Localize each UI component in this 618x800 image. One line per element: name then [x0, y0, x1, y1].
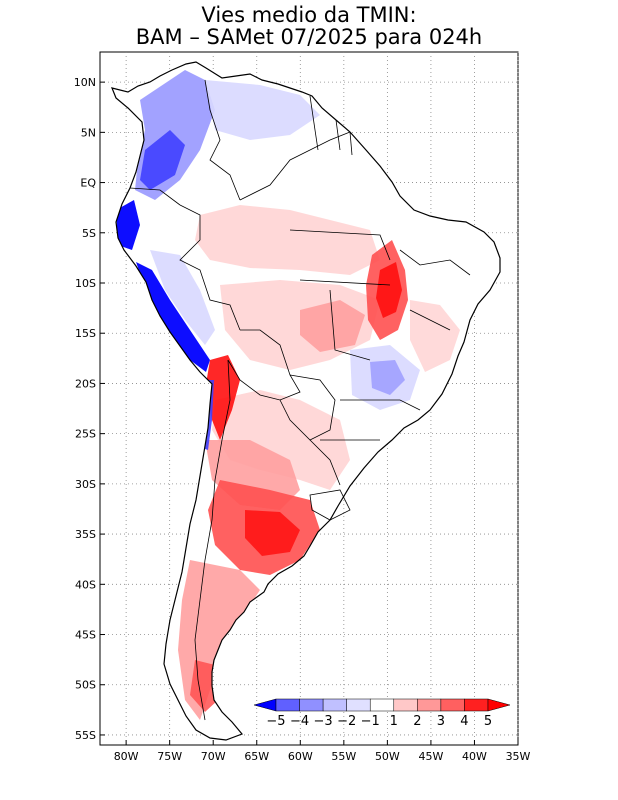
colorbar-over-arrow: [487, 698, 511, 712]
border-colombia-ecuador: [129, 187, 181, 206]
border-argentina-chile: [194, 359, 231, 721]
colorbar-box: [393, 698, 418, 712]
lat-tick-label: 35S: [75, 528, 96, 541]
warm-region-patagonia-strong: [190, 660, 218, 712]
lat-tick-label: 45S: [75, 629, 96, 642]
lon-tick-label: 60W: [288, 750, 313, 763]
map-title: Vies medio da TMIN:: [201, 3, 417, 27]
lon-tick-label: 75W: [157, 750, 182, 763]
lat-tick-label: 55S: [75, 729, 96, 742]
cool-region-ecuador-coast: [116, 200, 140, 250]
lon-tick-label: 40W: [462, 750, 487, 763]
colorbar-box: [440, 698, 465, 712]
lon-tick-label: 80W: [114, 750, 139, 763]
lon-tick-label: 55W: [331, 750, 356, 763]
border-brazil-states-5: [409, 309, 451, 331]
colorbar-box: [322, 698, 347, 712]
lon-tick-label: 70W: [201, 750, 226, 763]
colorbar: −5 −4 −3 −2 −1 1 2 3 4 5: [253, 698, 511, 729]
colorbar-label: 1: [390, 714, 398, 729]
political-borders: [111, 61, 501, 741]
border-peru-brazil: [179, 204, 241, 331]
warm-region-northeast: [410, 300, 460, 372]
lat-tick-label: 5N: [81, 126, 96, 139]
cool-region-colombia-strong: [140, 130, 185, 190]
border-paraguay: [279, 374, 336, 441]
bias-field: [112, 62, 500, 740]
border-guianas-3: [349, 131, 353, 156]
colorbar-box: [346, 698, 371, 712]
border-brazil-states-2: [299, 279, 391, 286]
lon-tick-label: 45W: [418, 750, 443, 763]
warm-region-pampa-core: [245, 510, 300, 556]
lon-tick-label: 50W: [375, 750, 400, 763]
lat-tick-label: 50S: [75, 679, 96, 692]
border-colombia-venezuela: [204, 79, 241, 201]
lat-tick-label: 30S: [75, 478, 96, 491]
warm-region-amazon: [195, 205, 380, 275]
lat-tick-label: 10N: [74, 76, 96, 89]
border-bolivia: [227, 329, 301, 401]
lat-tick-label: 5S: [82, 227, 96, 240]
lon-tick-label: 35W: [506, 750, 531, 763]
colorbar-label: 2: [413, 714, 421, 729]
warm-region-central-strong: [300, 300, 365, 352]
colorbar-box: [464, 698, 489, 712]
border-brazil-states-6: [340, 399, 421, 411]
lat-tick-label: EQ: [80, 177, 96, 190]
lat-tick-label: 10S: [75, 277, 96, 290]
colorbar-label: 4: [460, 714, 468, 729]
border-brazil-states-4: [399, 249, 471, 276]
colorbar-label: 5: [484, 714, 492, 729]
colorbar-label: −2: [337, 714, 356, 729]
plot-border: [99, 51, 519, 746]
cool-region-peru-coast: [136, 262, 210, 372]
border-brazil-states-3: [329, 289, 371, 361]
lat-tick-label: 20S: [75, 377, 96, 390]
colorbar-box: [275, 698, 300, 712]
border-argentina-brazil: [309, 439, 341, 486]
colorbar-label: −3: [314, 714, 333, 729]
cool-region-venezuela: [205, 80, 320, 140]
colorbar-label: −5: [266, 714, 285, 729]
cool-region-minas-mid: [370, 360, 405, 395]
warm-region-andes: [205, 355, 240, 440]
colorbar-label: −4: [290, 714, 309, 729]
map-subtitle: BAM – SAMet 07/2025 para 024h: [135, 25, 483, 49]
colorbar-box: [369, 698, 395, 712]
coastline: [111, 61, 501, 741]
lat-tick-label: 25S: [75, 428, 96, 441]
border-brazil-states-1: [289, 229, 391, 261]
border-uruguay: [309, 489, 351, 521]
warm-region-bahia-core: [376, 262, 402, 318]
colorbar-label: −1: [361, 714, 380, 729]
lon-tick-label: 65W: [244, 750, 269, 763]
colorbar-box: [299, 698, 324, 712]
warm-region-patagonia: [178, 560, 260, 720]
border-brazil-north: [239, 131, 351, 201]
cool-region-peru-light: [150, 250, 215, 345]
lat-tick-label: 15S: [75, 327, 96, 340]
border-guianas-2: [335, 119, 341, 151]
colorbar-under-arrow: [253, 698, 277, 712]
lat-tick-label: 40S: [75, 578, 96, 591]
colorbar-label: 3: [437, 714, 445, 729]
colorbar-box: [417, 698, 442, 712]
border-guianas-1: [309, 95, 319, 151]
